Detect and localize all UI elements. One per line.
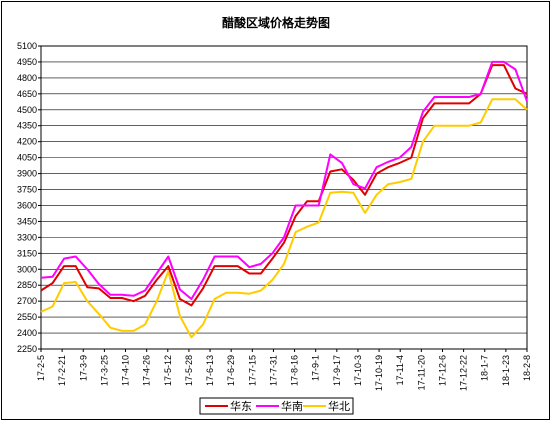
- y-tick-label: 2700: [17, 296, 37, 306]
- x-tick-label: 17-8-16: [290, 355, 300, 386]
- gridlines: [41, 45, 527, 350]
- x-tick-label: 17-9-17: [332, 355, 342, 386]
- x-tick-label: 17-2-5: [36, 355, 46, 381]
- series-line-north: [40, 98, 528, 339]
- legend: 华东 华南 华北: [199, 397, 354, 415]
- y-tick-label: 3300: [17, 232, 37, 242]
- y-tick-label: 3600: [17, 200, 37, 210]
- series-lines: [40, 60, 528, 339]
- plot-area: [40, 45, 528, 350]
- legend-label-east: 华东: [230, 399, 252, 413]
- y-tick-label: 3150: [17, 248, 37, 258]
- y-tick-label: 2850: [17, 280, 37, 290]
- series-line-south: [40, 60, 528, 300]
- y-tick-label: 5100: [17, 41, 37, 51]
- y-axis: 2250 2400 2550 2700 2850 3000 3150 3300 3450 3600…: [17, 41, 41, 354]
- x-tick-label: 17-4-10: [121, 355, 131, 386]
- x-tick-label: 17-11-20: [416, 355, 426, 390]
- x-tick-label: 17-9-1: [311, 355, 321, 381]
- x-tick-label: 17-10-3: [353, 355, 363, 386]
- y-tick-label: 3000: [17, 264, 37, 274]
- y-tick-label: 2550: [17, 312, 37, 322]
- x-tick-label: 17-2-21: [57, 355, 67, 386]
- y-tick-label: 3900: [17, 169, 37, 179]
- x-tick-label: 18-1-7: [480, 355, 490, 381]
- x-tick-label: 17-4-26: [142, 355, 152, 386]
- y-tick-label: 3750: [17, 185, 37, 195]
- y-tick-label: 4650: [17, 89, 37, 99]
- x-tick-label: 17-10-19: [374, 355, 384, 391]
- y-tick-label: 4800: [17, 73, 37, 83]
- y-tick-label: 4500: [17, 105, 37, 115]
- x-tick-label: 17-7-15: [247, 355, 257, 386]
- x-tick-label: 18-1-23: [501, 355, 511, 386]
- x-tick-label: 17-5-28: [184, 355, 194, 386]
- x-axis: 17-2-5 17-2-21 17-3-9 17-3-25 17-4-10 17-4-26…: [36, 349, 532, 391]
- x-tick-label: 17-7-31: [268, 355, 278, 386]
- y-tick-label: 4200: [17, 137, 37, 147]
- y-tick-label: 4350: [17, 121, 37, 131]
- y-tick-label: 4050: [17, 153, 37, 163]
- x-tick-label: 17-6-13: [205, 355, 215, 386]
- y-tick-label: 2250: [17, 344, 37, 354]
- x-tick-label: 18-2-8: [522, 355, 532, 381]
- y-tick-label: 4950: [17, 57, 37, 67]
- series-line-east: [40, 64, 528, 307]
- y-tick-label: 3450: [17, 216, 37, 226]
- legend-label-south: 华南: [281, 399, 303, 413]
- x-tick-label: 17-11-4: [395, 355, 405, 385]
- x-tick-label: 17-3-25: [99, 355, 109, 386]
- x-tick-label: 17-12-6: [437, 355, 447, 386]
- chart-title: 醋酸区域价格走势图: [222, 15, 330, 30]
- y-tick-label: 2400: [17, 328, 37, 338]
- x-tick-label: 17-6-29: [226, 355, 236, 386]
- x-tick-label: 17-5-12: [163, 355, 173, 386]
- legend-label-north: 华北: [328, 399, 350, 413]
- x-tick-label: 17-12-22: [459, 355, 469, 391]
- x-tick-label: 17-3-9: [78, 355, 88, 381]
